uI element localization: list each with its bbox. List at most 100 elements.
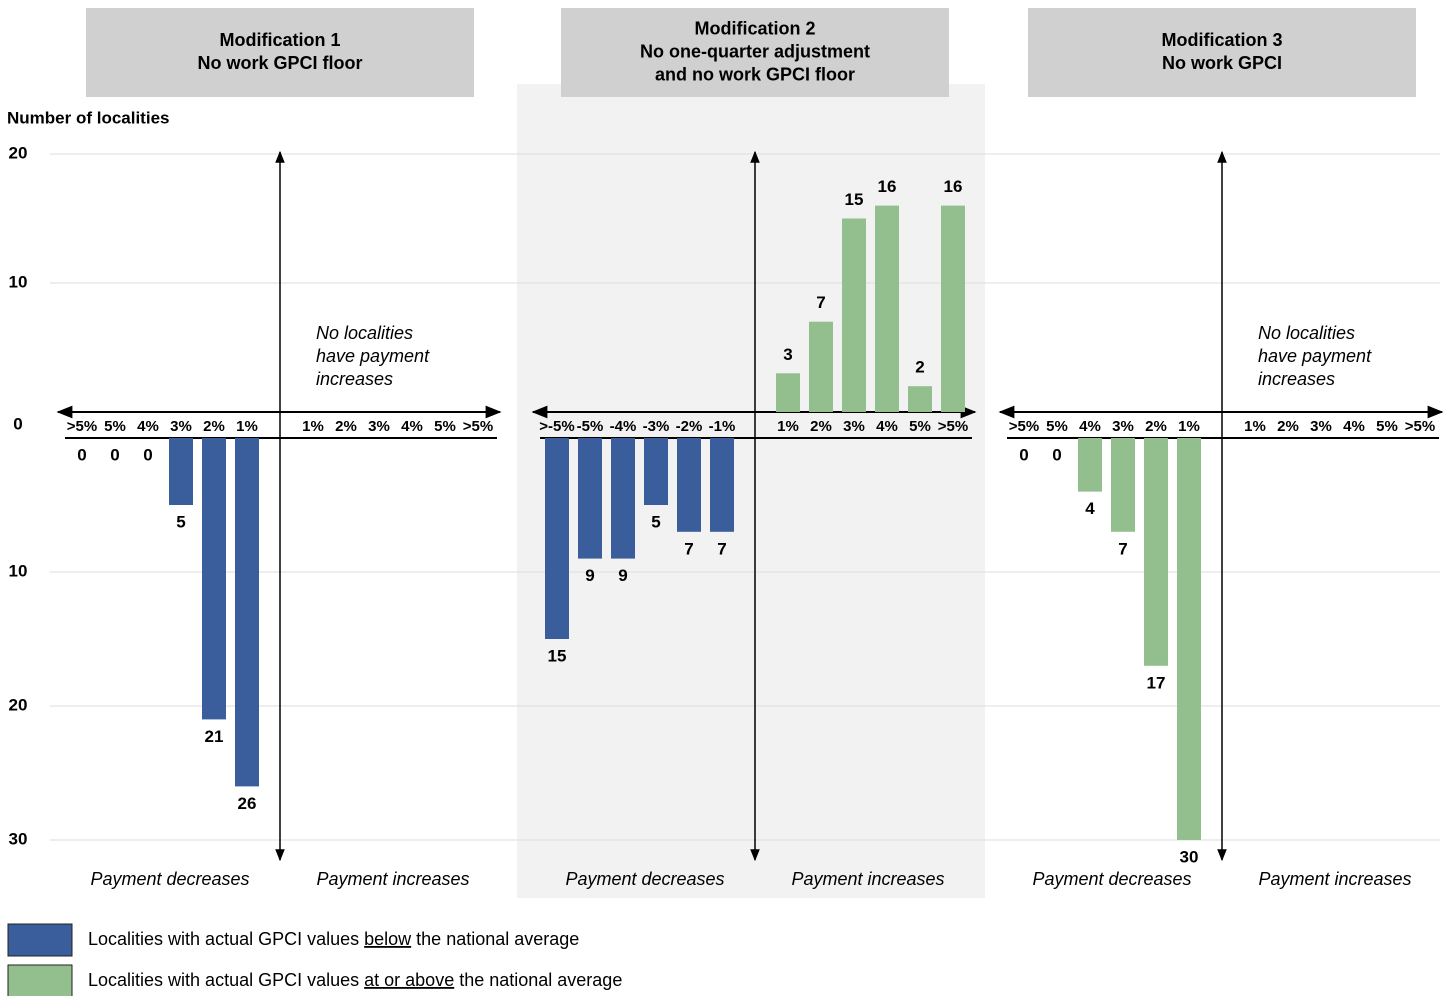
value-label: 16: [878, 177, 897, 196]
value-label: 15: [548, 646, 567, 665]
value-label: 5: [176, 512, 185, 531]
bar: [809, 321, 833, 412]
legend-text-part: the national average: [454, 970, 622, 990]
y-tick-label: 20: [9, 695, 28, 714]
x-tick-label: >5%: [938, 418, 968, 435]
x-tick-label: 1%: [236, 418, 258, 435]
direction-label: Payment decreases: [565, 869, 724, 889]
x-tick-label: 1%: [1244, 418, 1266, 435]
annotation: increases: [1258, 369, 1335, 389]
panel-title: and no work GPCI floor: [655, 64, 855, 84]
x-tick-label: 3%: [843, 418, 865, 435]
legend-text-part: below: [364, 929, 412, 949]
x-tick-label: -3%: [643, 418, 670, 435]
x-tick-label: -2%: [676, 418, 703, 435]
bar: [677, 438, 701, 532]
bar: [776, 373, 800, 412]
value-label: 5: [651, 512, 660, 531]
y-tick-label: 10: [9, 272, 28, 291]
panel-title-box: [561, 8, 949, 97]
legend-text-part: Localities with actual GPCI values: [88, 970, 364, 990]
value-label: 0: [1019, 445, 1028, 464]
bar: [1144, 438, 1168, 666]
x-tick-label: 2%: [810, 418, 832, 435]
legend-swatch: [7, 964, 73, 996]
bar: [235, 438, 259, 787]
x-tick-label: 5%: [104, 418, 126, 435]
value-label: 21: [205, 727, 224, 746]
legend-text-part: at or above: [364, 970, 454, 990]
legend-label: Localities with actual GPCI values below…: [88, 929, 579, 949]
panel-title-box: [1028, 8, 1416, 97]
direction-label: Payment increases: [316, 869, 469, 889]
panel-title-box: [86, 8, 474, 97]
annotation: No localities: [1258, 323, 1355, 343]
x-tick-label: -5%: [577, 418, 604, 435]
x-tick-label: 2%: [335, 418, 357, 435]
bar: [578, 438, 602, 559]
value-label: 30: [1180, 847, 1199, 866]
x-tick-label: 5%: [434, 418, 456, 435]
x-tick-label: -1%: [709, 418, 736, 435]
value-label: 26: [238, 794, 257, 813]
x-tick-label: 3%: [1310, 418, 1332, 435]
panel-title: No work GPCI floor: [197, 53, 362, 73]
x-tick-label: -4%: [610, 418, 637, 435]
value-label: 16: [944, 177, 963, 196]
x-tick-label: 4%: [876, 418, 898, 435]
x-tick-label: >5%: [1405, 418, 1435, 435]
x-tick-label: 2%: [1145, 418, 1167, 435]
x-tick-label: 1%: [1178, 418, 1200, 435]
x-tick-label: 4%: [137, 418, 159, 435]
value-label: 7: [717, 539, 726, 558]
annotation: have payment: [1258, 346, 1372, 366]
bar: [545, 438, 569, 639]
bar: [908, 386, 932, 412]
x-tick-label: >5%: [1009, 418, 1039, 435]
x-tick-label: 1%: [777, 418, 799, 435]
direction-label: Payment increases: [791, 869, 944, 889]
x-tick-label: 3%: [1112, 418, 1134, 435]
value-label: 0: [143, 445, 152, 464]
legend-swatch: [7, 923, 73, 957]
value-label: 0: [77, 445, 86, 464]
value-label: 4: [1085, 499, 1095, 518]
bar: [611, 438, 635, 559]
value-label: 9: [585, 566, 594, 585]
legend-label: Localities with actual GPCI values at or…: [88, 970, 622, 990]
x-tick-label: 2%: [1277, 418, 1299, 435]
bar: [1177, 438, 1201, 840]
x-tick-label: 4%: [1079, 418, 1101, 435]
annotation: have payment: [316, 346, 430, 366]
value-label: 7: [1118, 539, 1127, 558]
x-tick-label: 4%: [401, 418, 423, 435]
legend-text-part: the national average: [411, 929, 579, 949]
y-tick-label: 20: [9, 143, 28, 162]
bar: [644, 438, 668, 505]
panel-title: Modification 1: [220, 30, 341, 50]
annotation: increases: [316, 369, 393, 389]
x-tick-label: 2%: [203, 418, 225, 435]
value-label: 9: [618, 566, 627, 585]
value-label: 2: [915, 358, 924, 377]
direction-label: Payment increases: [1258, 869, 1411, 889]
value-label: 7: [684, 539, 693, 558]
x-tick-label: 5%: [1376, 418, 1398, 435]
value-label: 17: [1147, 673, 1166, 692]
bar: [875, 205, 899, 412]
bar: [941, 205, 965, 412]
value-label: 0: [1052, 445, 1061, 464]
value-label: 15: [845, 190, 864, 209]
panel-title: Modification 2: [695, 18, 816, 38]
x-tick-label: 4%: [1343, 418, 1365, 435]
panel-title: Modification 3: [1162, 30, 1283, 50]
x-tick-label: >5%: [67, 418, 97, 435]
bar: [842, 218, 866, 412]
x-tick-label: 1%: [302, 418, 324, 435]
y-tick-label: 30: [9, 829, 28, 848]
panel-title: No one-quarter adjustment: [640, 41, 870, 61]
bar: [710, 438, 734, 532]
x-tick-label: 5%: [909, 418, 931, 435]
value-label: 0: [110, 445, 119, 464]
